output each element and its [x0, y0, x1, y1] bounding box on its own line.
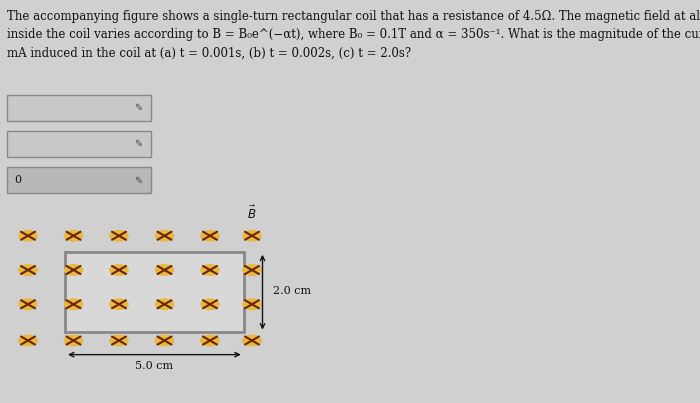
Circle shape — [19, 299, 37, 310]
Text: mA induced in the coil at (a) t = 0.001s, (b) t = 0.002s, (c) t = 2.0s?: mA induced in the coil at (a) t = 0.001s… — [7, 46, 411, 59]
Text: 2.0 cm: 2.0 cm — [273, 286, 311, 296]
Text: ✎: ✎ — [134, 103, 142, 113]
Circle shape — [19, 335, 37, 346]
Circle shape — [64, 231, 83, 241]
Circle shape — [201, 231, 219, 241]
Circle shape — [155, 231, 174, 241]
Bar — [7, 167, 150, 193]
Text: inside the coil varies according to B = B₀e^(−αt), where B₀ = 0.1T and α = 350s⁻: inside the coil varies according to B = … — [7, 28, 700, 41]
Circle shape — [243, 231, 261, 241]
Bar — [7, 131, 150, 157]
Circle shape — [243, 265, 261, 275]
Circle shape — [110, 335, 128, 346]
Text: 5.0 cm: 5.0 cm — [135, 361, 173, 371]
Text: $\vec{B}$: $\vec{B}$ — [247, 205, 257, 222]
Circle shape — [201, 335, 219, 346]
Circle shape — [201, 265, 219, 275]
Circle shape — [64, 299, 83, 310]
Text: ✎: ✎ — [134, 175, 142, 185]
Circle shape — [243, 299, 261, 310]
Circle shape — [110, 299, 128, 310]
Text: ✎: ✎ — [134, 139, 142, 149]
Circle shape — [19, 265, 37, 275]
Circle shape — [155, 265, 174, 275]
Text: The accompanying figure shows a single-turn rectangular coil that has a resistan: The accompanying figure shows a single-t… — [7, 10, 700, 23]
Bar — [65, 252, 244, 332]
Circle shape — [64, 335, 83, 346]
Circle shape — [243, 335, 261, 346]
Circle shape — [155, 299, 174, 310]
Circle shape — [155, 335, 174, 346]
Circle shape — [110, 265, 128, 275]
Circle shape — [201, 299, 219, 310]
Circle shape — [64, 265, 83, 275]
Circle shape — [19, 231, 37, 241]
Bar — [7, 95, 150, 121]
Text: 0: 0 — [14, 175, 21, 185]
Circle shape — [110, 231, 128, 241]
